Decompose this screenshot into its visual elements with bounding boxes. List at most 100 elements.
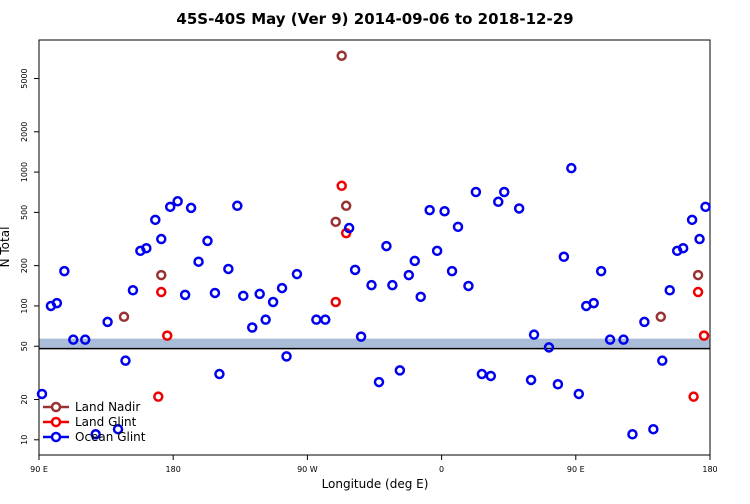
x-axis-label: Longitude (deg E) [322, 477, 429, 491]
point [595, 265, 607, 277]
point [267, 296, 279, 308]
legend-label: Ocean Glint [75, 430, 146, 444]
point [698, 330, 710, 341]
point [330, 296, 341, 308]
y-tick-label: 100 [20, 298, 29, 313]
point [291, 268, 303, 280]
x-tick-label: 180 [702, 465, 717, 474]
point [281, 351, 292, 362]
point [254, 288, 265, 300]
point [343, 222, 355, 234]
point [452, 221, 464, 233]
point [214, 368, 225, 380]
legend-marker [50, 401, 62, 413]
point [232, 200, 243, 212]
point [202, 235, 213, 247]
x-tick-label: 180 [166, 465, 181, 474]
point [373, 376, 385, 388]
point [657, 355, 668, 366]
legend-marker [50, 416, 62, 428]
point [102, 316, 113, 328]
point [409, 255, 421, 267]
point [470, 186, 482, 198]
point [424, 204, 435, 216]
point [493, 196, 504, 208]
y-tick-label: 500 [20, 205, 29, 220]
point [552, 379, 564, 390]
point [558, 251, 570, 263]
point [336, 180, 347, 192]
point [179, 289, 191, 301]
point [648, 423, 659, 435]
point [260, 314, 271, 325]
point [185, 202, 197, 214]
point [336, 50, 347, 61]
point [525, 374, 537, 386]
point [51, 297, 63, 309]
point [172, 196, 183, 207]
point [238, 290, 249, 302]
point [355, 331, 367, 342]
point [498, 186, 510, 198]
point [463, 280, 474, 292]
point [156, 286, 167, 298]
point [153, 391, 164, 402]
point [686, 214, 698, 226]
y-tick-label: 5000 [20, 68, 29, 88]
y-tick-label: 200 [20, 258, 29, 273]
point [161, 330, 173, 341]
point [349, 264, 361, 276]
point [573, 388, 585, 400]
point [446, 265, 458, 277]
x-tick-label: 0 [439, 465, 444, 474]
point [276, 282, 288, 294]
point [330, 216, 341, 228]
point [79, 334, 91, 345]
point [639, 316, 650, 328]
legend-marker [50, 431, 62, 443]
point [664, 284, 675, 296]
point [90, 429, 101, 440]
plot-frame [38, 39, 711, 456]
y-tick-label: 10 [20, 435, 29, 445]
point [141, 242, 152, 254]
x-tick-label: 90 E [30, 465, 48, 474]
point [381, 240, 392, 252]
point [68, 334, 79, 345]
point [566, 162, 577, 174]
point [164, 201, 176, 213]
point [431, 245, 443, 257]
point [340, 200, 352, 212]
point [588, 297, 599, 309]
point [604, 334, 616, 345]
point [127, 284, 139, 296]
point [403, 269, 415, 281]
point [543, 342, 555, 353]
point [156, 233, 167, 245]
point [618, 334, 629, 345]
point [476, 368, 488, 380]
point [485, 370, 497, 382]
point [193, 256, 204, 267]
point [120, 355, 131, 366]
point [694, 233, 705, 245]
point [692, 269, 704, 281]
y-axis-label: N Total [0, 227, 12, 268]
point [439, 205, 450, 217]
point [320, 314, 331, 325]
point [366, 279, 377, 291]
y-tick-label: 2000 [20, 122, 29, 142]
point [700, 201, 711, 213]
point [223, 263, 234, 275]
x-tick-label: 90 E [567, 465, 585, 474]
point [209, 287, 221, 299]
point [36, 388, 48, 400]
chart-title: 45S-40S May (Ver 9) 2014-09-06 to 2018-1… [176, 10, 573, 28]
point [655, 311, 667, 323]
y-tick-label: 1000 [20, 162, 29, 182]
point [627, 429, 638, 440]
point [112, 423, 124, 435]
point [415, 291, 426, 303]
y-tick-label: 50 [20, 341, 29, 351]
